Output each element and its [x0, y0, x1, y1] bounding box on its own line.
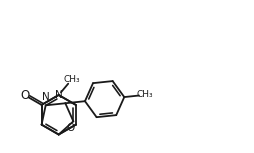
Text: N: N: [42, 92, 49, 102]
Text: CH₃: CH₃: [136, 90, 152, 99]
Text: O: O: [20, 89, 29, 102]
Text: O: O: [67, 123, 75, 133]
Text: N: N: [55, 90, 62, 100]
Text: CH₃: CH₃: [63, 75, 80, 84]
